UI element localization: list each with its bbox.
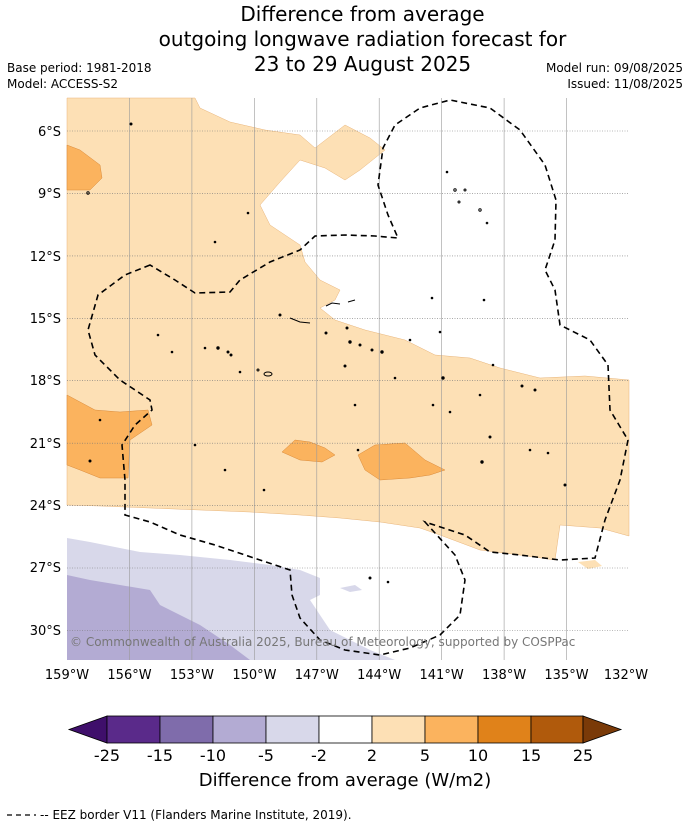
title-line-3: 23 to 29 August 2025 xyxy=(253,52,472,76)
anomaly-orange-patch-nw xyxy=(66,144,103,191)
lon-label-141w: 141°W xyxy=(420,668,464,683)
colorbar-tick-9: 25 xyxy=(573,746,593,765)
colorbar-bin-5 xyxy=(318,715,373,744)
colorbar-ticks: -25 -15 -10 -5 -2 2 5 10 15 25 xyxy=(94,746,593,765)
colorbar-max-extension xyxy=(582,715,623,744)
colorbar-bin-3 xyxy=(212,715,267,744)
title-line-2: outgoing longwave radiation forecast for xyxy=(158,27,567,51)
colorbar-bin-6 xyxy=(371,715,426,744)
lat-gridlines xyxy=(67,130,629,631)
anomaly-small-purple-patch xyxy=(340,585,362,592)
title-line-1: Difference from average xyxy=(240,2,485,26)
colorbar-bin-4 xyxy=(265,715,320,744)
lon-label-147w: 147°W xyxy=(295,668,339,683)
colorbar-tick-4: -2 xyxy=(311,746,327,765)
colorbar-tick-0: -25 xyxy=(94,746,120,765)
colorbar-bin-9 xyxy=(530,715,584,744)
colorbar-tick-1: -15 xyxy=(147,746,173,765)
lat-label-9s: 9°S xyxy=(38,187,61,202)
meta-left: Base period: 1981-2018 Model: ACCESS-S2 xyxy=(7,60,152,92)
lon-label-153w: 153°W xyxy=(170,668,214,683)
gridlines xyxy=(129,98,567,660)
model-run: Model run: 09/08/2025 xyxy=(545,61,683,75)
lat-label-6s: 6°S xyxy=(38,125,61,140)
eez-legend-text: -- EEZ border V11 (Flanders Marine Insti… xyxy=(40,808,352,822)
eez-border-cook-islands xyxy=(87,99,629,656)
anomaly-purple-region xyxy=(67,575,250,660)
colorbar-min-extension xyxy=(67,715,108,744)
lat-label-21s: 21°S xyxy=(30,437,61,452)
lat-label-24s: 24°S xyxy=(30,499,61,514)
lon-label-144w: 144°W xyxy=(357,668,401,683)
model-name: Model: ACCESS-S2 xyxy=(7,77,119,91)
colorbar-tick-2: -10 xyxy=(200,746,226,765)
colorbar-bin-2 xyxy=(159,715,214,744)
colorbar-tick-6: 5 xyxy=(420,746,430,765)
lon-label-156w: 156°W xyxy=(107,668,151,683)
lon-label-138w: 138°W xyxy=(482,668,526,683)
lat-labels: 6°S 9°S 12°S 15°S 18°S 21°S 24°S 27°S 30… xyxy=(30,125,61,639)
colorbar-label: Difference from average (W/m2) xyxy=(198,770,492,791)
colorbar-bin-7 xyxy=(424,715,479,744)
lon-label-159w: 159°W xyxy=(45,668,89,683)
lat-label-27s: 27°S xyxy=(30,561,61,576)
issued-date: Issued: 11/08/2025 xyxy=(567,77,683,91)
meta-right: Model run: 09/08/2025 Issued: 11/08/2025 xyxy=(546,60,683,92)
colorbar-tick-5: 2 xyxy=(367,746,377,765)
colorbar-tick-8: 15 xyxy=(521,746,541,765)
map-title: Difference from average outgoing longwav… xyxy=(0,2,690,77)
lat-label-18s: 18°S xyxy=(30,374,61,389)
islands xyxy=(86,122,567,584)
lat-label-15s: 15°S xyxy=(30,312,61,327)
colorbar-bin-8 xyxy=(477,715,532,744)
lon-label-150w: 150°W xyxy=(232,668,276,683)
colorbar xyxy=(67,715,623,744)
lon-label-132w: 132°W xyxy=(604,668,648,683)
anomaly-orange-patch-c2 xyxy=(357,442,446,481)
anomaly-orange-patch-w xyxy=(66,394,153,479)
anomaly-small-orange-patch-e xyxy=(578,560,602,569)
colorbar-tick-3: -5 xyxy=(258,746,274,765)
colorbar-tick-7: 10 xyxy=(468,746,488,765)
map-copyright: © Commonwealth of Australia 2025, Bureau… xyxy=(70,635,575,649)
lat-label-12s: 12°S xyxy=(30,250,61,265)
lat-label-30s: 30°S xyxy=(30,624,61,639)
lon-labels: 159°W 156°W 153°W 150°W 147°W 144°W 141°… xyxy=(45,668,648,683)
map-area xyxy=(66,97,630,660)
base-period: Base period: 1981-2018 xyxy=(7,61,152,75)
anomaly-orange-patch-c1 xyxy=(281,439,336,463)
lon-label-135w: 135°W xyxy=(544,668,588,683)
colorbar-bin-1 xyxy=(106,715,161,744)
